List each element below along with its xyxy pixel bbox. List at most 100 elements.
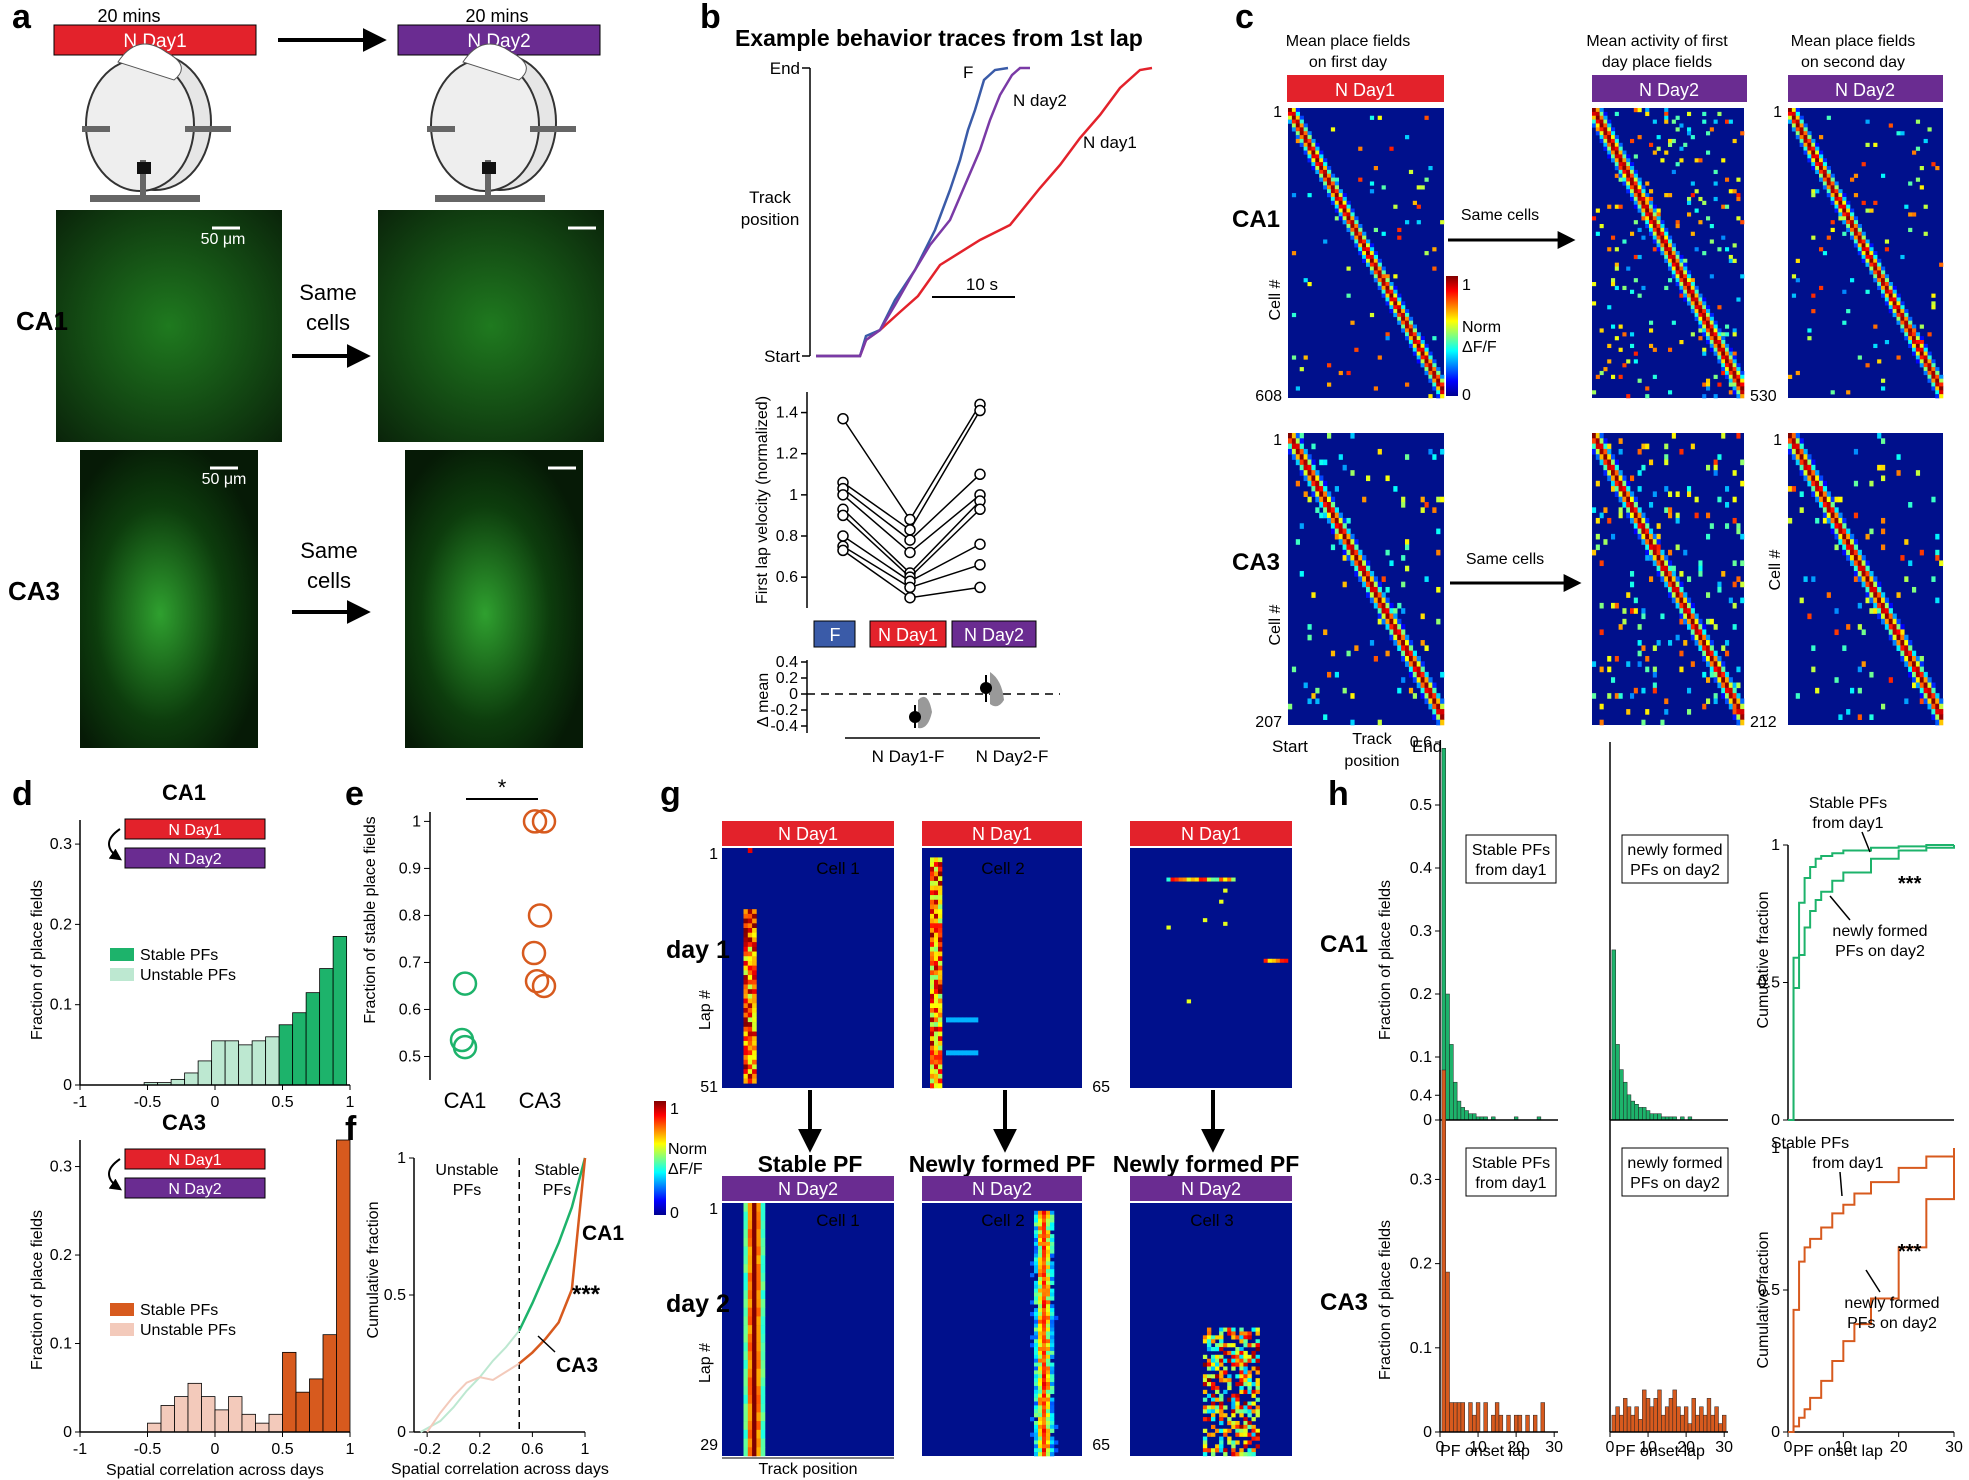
c-ca1-day2-cell [1904,309,1909,314]
c-ca1-day2-firstfields-cell [1641,285,1646,291]
c-ca3-day1-cell [1366,571,1371,577]
c-ca1-day1-cell [1362,231,1367,236]
c-ca3-day2-firstfields-cell [1592,438,1597,444]
g-day1-cell2-cell [934,1003,939,1009]
c-ca3-day1-cell [1436,698,1441,705]
g-day1-cell3-cell [1178,877,1183,882]
e-ylabel: Fraction of stable place fields [362,816,379,1023]
h-bar-h-CA3-stable [1513,1414,1519,1433]
h-bar-h-CA1-new [1615,1044,1620,1121]
g-day2-cell2-cell [1042,1269,1047,1274]
c-ca1-day2-firstfields-cell [1675,254,1680,260]
c-ca3-day2-cell [1923,698,1928,705]
g-day2-cell3-cell [1239,1424,1244,1430]
c-ca1-day2-firstfields-cell [1713,340,1718,345]
g-day1-cell1-cell [752,932,757,938]
g-day2-cell2-cell [1038,1448,1043,1453]
c-ca3-day2-firstfields-cell [1595,454,1600,460]
c-ca3-day2-cell [1900,650,1905,657]
c-ca1-day1-cell [1288,115,1293,120]
g-day1-cell2-cell [938,909,943,915]
c-ca3-day1-cell [1350,719,1355,726]
c-ca1-day2-cell [1931,378,1936,383]
g-day1-cell1-cell [752,1003,757,1009]
g-day2-cell2-cell [1034,1354,1039,1359]
g-day2-cell2-cell [1050,1444,1055,1449]
c-ca1-day1-cell [1381,278,1386,283]
c-ca1-day1-cell [1405,309,1410,314]
c-ca1-day1-cell [1405,332,1410,337]
c-ca3-day2-cell [1900,624,1905,630]
c-ca1-day2-firstfields-cell [1679,289,1684,294]
g-day2-cell3-cell [1227,1382,1232,1387]
g-day1-cell2-cell [930,1045,935,1051]
c-ca1-day2-cell [1939,386,1944,391]
c-ca1-day2-cell [1908,181,1913,186]
c-ca1-day2-cell [1838,216,1843,221]
c-ca3-day1-cell [1303,454,1308,460]
c-ca1-day1-cell [1373,254,1378,260]
c-ca1-day1-cell [1440,220,1445,225]
c-ca3-day2-cell [1884,602,1890,609]
c-ca1-day1-cell [1330,127,1336,132]
f-ylabel: Cumulative fraction [365,1202,382,1339]
c-ca1-day2-firstfields-cell [1645,224,1650,229]
c-ca1-day1-cell [1389,297,1394,302]
g-day1-cell2-cell [934,989,939,995]
c-ca1-day2-cell [1915,340,1921,345]
g-day1-cell1-cell [743,1073,749,1079]
e-point-CA3 [531,973,557,999]
c-ca1-day2-firstfields-cell [1698,305,1703,310]
h-cum-y-tick-label: 1 [1771,1140,1780,1157]
c-ca1-day2-cell [1884,239,1890,244]
g-day2-cell2-cell [1046,1327,1051,1332]
g-day2-cell3-cell [1255,1378,1260,1383]
c-ca1-day2-firstfields-cell [1683,262,1688,267]
d-y-tick-label: 0 [63,1424,72,1441]
c-ca3-day2-firstfields-cell [1645,528,1650,535]
c-ca1-day1-cell [1381,289,1386,294]
c-ca1-day2-cell [1888,285,1893,291]
g-day2-cell3-cell [1211,1424,1216,1430]
h-ca1-sig: *** [1898,873,1922,895]
c-ca1-day2-firstfields-cell [1721,367,1726,372]
c-ca3-day1-cell [1405,565,1410,572]
c-ca3-day2-cell [1865,533,1870,540]
c-ca3-day1-cell [1408,687,1414,694]
f-y-tick-label: 0 [397,1424,406,1441]
c-ca1-day2-cell [1826,166,1831,171]
g-day2-cell2-cell [1042,1452,1047,1457]
c-ca1-day1-cell [1295,115,1300,120]
g-day1-cell2-cell [930,956,935,962]
c-ca1-day2-cell [1822,173,1828,178]
c-ca1-day2-firstfields-cell [1702,111,1707,117]
c-ca3-day2-cell [1927,687,1932,694]
c-col3-title-1: Mean place fields [1791,33,1916,50]
d-ca3-legend-unstable: Unstable PFs [140,1322,236,1339]
c-ca3-day1-cell [1416,666,1421,673]
c-ca1-day1-cell [1299,367,1304,372]
c-ca1-day2-firstfields-cell [1599,370,1604,376]
g-day2-cell1-cell [752,1386,757,1396]
c-ca1-day2-firstfields-cell [1622,239,1627,244]
c-ca3-day2-firstfields-cell [1618,486,1623,492]
b-y-end: End [770,59,800,78]
d-y-tick-label: 0.2 [50,916,72,933]
c-ca1-day1-cell [1424,363,1429,368]
c-ca1-day2-cell [1927,359,1932,364]
g-day2-cell3-cell [1251,1436,1256,1441]
c-ca3-day2-firstfields-cell [1641,539,1646,545]
g-day2-cell3-cell [1211,1385,1216,1391]
c-ca3-day1-cell [1358,549,1363,556]
h-ca3-sig: *** [1898,1241,1922,1263]
c-ca1-day2-firstfields-cell [1694,316,1699,321]
c-ca3-day2-firstfields-cell [1607,666,1612,673]
c-ca3-day2-firstfields-cell [1687,576,1692,582]
c-ca1-day2-cell [1908,316,1913,321]
c-ca1-day2-firstfields-cell [1717,336,1722,341]
c-ca1-day2-firstfields-cell [1698,320,1703,325]
g-day2-cell2-cell [1050,1339,1055,1344]
c-ca1-day2-cell [1900,254,1905,260]
c-ca3-day2-cell [1857,549,1862,556]
c-ca1-day2-firstfields-cell [1633,108,1638,113]
